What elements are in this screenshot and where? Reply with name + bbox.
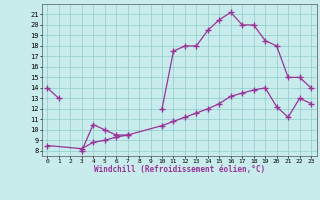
X-axis label: Windchill (Refroidissement éolien,°C): Windchill (Refroidissement éolien,°C): [94, 165, 265, 174]
